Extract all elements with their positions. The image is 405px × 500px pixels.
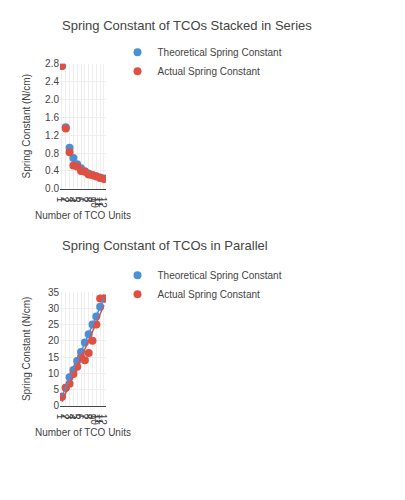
svg-text:4: 4 <box>66 414 77 420</box>
svg-text:6: 6 <box>74 414 85 420</box>
svg-text:15: 15 <box>48 352 60 363</box>
svg-text:11: 11 <box>93 197 104 208</box>
svg-text:30: 30 <box>48 303 60 314</box>
svg-text:Number of TCO Units: Number of TCO Units <box>35 210 131 221</box>
svg-text:Spring Constant of TCOs Stacke: Spring Constant of TCOs Stacked in Serie… <box>62 18 312 33</box>
svg-text:0.8: 0.8 <box>45 148 59 159</box>
svg-text:2.8: 2.8 <box>45 58 59 69</box>
svg-text:8: 8 <box>82 414 93 420</box>
svg-text:1: 1 <box>55 197 66 203</box>
svg-text:Theoretical Spring Constant: Theoretical Spring Constant <box>158 270 282 281</box>
svg-text:35: 35 <box>48 287 60 298</box>
svg-text:2.0: 2.0 <box>45 94 59 105</box>
svg-text:10: 10 <box>89 414 100 426</box>
svg-text:25: 25 <box>48 319 60 330</box>
svg-text:11: 11 <box>93 414 104 425</box>
svg-text:10: 10 <box>48 368 60 379</box>
svg-text:12: 12 <box>97 414 108 426</box>
svg-text:6: 6 <box>74 197 85 203</box>
svg-text:Actual Spring Constant: Actual Spring Constant <box>158 289 261 300</box>
svg-text:Actual Spring Constant: Actual Spring Constant <box>158 66 261 77</box>
svg-text:2: 2 <box>59 197 70 203</box>
svg-text:Spring Constant (N/cm): Spring Constant (N/cm) <box>21 74 32 178</box>
svg-text:5: 5 <box>53 384 59 395</box>
svg-text:12: 12 <box>97 197 108 209</box>
svg-text:5: 5 <box>70 414 81 420</box>
svg-text:7: 7 <box>78 414 89 420</box>
svg-text:5: 5 <box>70 197 81 203</box>
svg-text:3: 3 <box>63 414 74 420</box>
svg-text:10: 10 <box>89 197 100 209</box>
svg-text:9: 9 <box>86 197 97 203</box>
svg-text:2.4: 2.4 <box>45 76 59 87</box>
svg-text:Number of TCO Units: Number of TCO Units <box>35 427 131 438</box>
svg-text:0: 0 <box>53 400 59 411</box>
svg-text:3: 3 <box>63 197 74 203</box>
svg-text:Theoretical Spring Constant: Theoretical Spring Constant <box>158 47 282 58</box>
svg-text:1: 1 <box>55 414 66 420</box>
svg-text:2: 2 <box>59 414 70 420</box>
svg-text:20: 20 <box>48 335 60 346</box>
svg-text:1.2: 1.2 <box>45 130 59 141</box>
svg-text:0.4: 0.4 <box>45 165 59 176</box>
svg-text:7: 7 <box>78 197 89 203</box>
svg-text:Spring Constant of TCOs in Par: Spring Constant of TCOs in Parallel <box>62 238 268 253</box>
svg-text:0.0: 0.0 <box>45 183 59 194</box>
svg-text:1.6: 1.6 <box>45 112 59 123</box>
svg-text:9: 9 <box>86 414 97 420</box>
svg-text:4: 4 <box>66 197 77 203</box>
svg-text:Spring Constant (N/cm): Spring Constant (N/cm) <box>21 297 32 401</box>
svg-text:8: 8 <box>82 197 93 203</box>
